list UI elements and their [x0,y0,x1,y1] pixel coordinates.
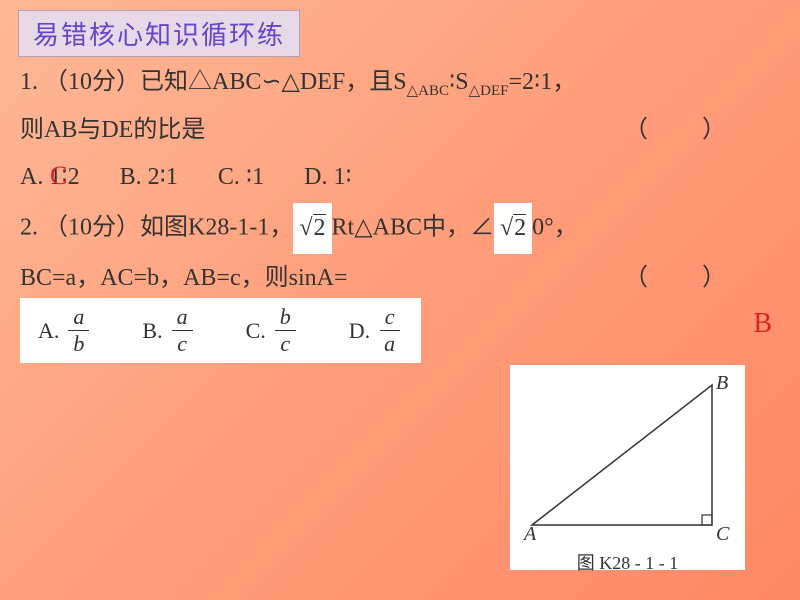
vertex-a-label: A [522,523,537,540]
frac-d: c a [376,306,403,355]
p1-bracket: （ ） [624,108,750,154]
answer-2-text: B [753,308,772,339]
p2-opt-c: C. b c [246,306,299,355]
p1-opt-d: D. 1∶ [304,155,352,201]
header-title: 易错核心知识循环练 [33,21,285,50]
p2-b-label: B. [142,318,162,344]
answer-1-text: C [50,161,67,190]
content-area: 1. （10分）已知△ABC∽△DEF，且S△ABC∶S△DEF=2∶1， 则A… [20,60,780,304]
p1-suffix: =2∶1， [508,69,576,95]
p1-c-pre: C. [218,164,246,190]
sqrt-icon-1: √2 [293,203,331,255]
answer-2: B [753,308,772,340]
frac-a-den: b [68,331,89,355]
p2-opt-d: D. c a [349,306,403,355]
p2-opt-a: A. a b [38,306,92,355]
p1-sub2: △DEF [469,83,509,99]
frac-a-num: a [68,306,89,331]
frac-d-den: a [379,331,400,355]
section-header: 易错核心知识循环练 [18,10,300,57]
p2-bracket: （ ） [624,256,750,302]
frac-a: a b [65,306,92,355]
frac-d-num: c [380,306,400,331]
p2-l1c: 0°， [532,214,578,240]
problem1-line1: 1. （10分）已知△ABC∽△DEF，且S△ABC∶S△DEF=2∶1， [20,60,780,106]
problem1-options: A. 1∶2 B. 2∶1 C. ∶1 D. 1∶ [20,155,780,201]
p2-d-label: D. [349,318,370,344]
p1-sub1: △ABC [407,83,449,99]
frac-c-num: b [275,306,296,331]
p1-l2-text: 则AB与DE的比是 [20,117,205,143]
p2-opt-b: B. a c [142,306,195,355]
figure-box: A B C 图 K28 - 1 - 1 [510,365,745,570]
vertex-b-label: B [716,375,728,394]
p2-a-label: A. [38,318,59,344]
problem1-line2: 则AB与DE的比是 （ ） [20,108,780,154]
frac-c-den: c [275,331,295,355]
p1-mid: ∶S [449,69,469,95]
problem2-line1: 2. （10分）如图K28-1-1，√2Rt△ABC中，∠√20°， [20,203,780,255]
problem2-options-row: A. a b B. a c C. b c D. c a [20,298,421,363]
triangle-diagram: A B C [522,375,732,540]
p2-l1a: 2. （10分）如图K28-1-1， [20,214,293,240]
figure-caption: 图 K28 - 1 - 1 [522,549,733,575]
sqrt-icon-2: √2 [494,203,532,255]
frac-b: a c [169,306,196,355]
frac-c: b c [272,306,299,355]
problem2-line2: BC=a，AC=b，AB=c，则sinA= （ ） [20,256,780,302]
p1-prefix: 1. （10分）已知△ABC∽△DEF，且S [20,69,407,95]
p1-opt-b: B. 2∶1 [120,155,178,201]
p1-opt-c: C. ∶1 [218,155,264,201]
frac-b-den: c [172,331,192,355]
vertex-c-label: C [716,523,730,540]
p2-l1b: Rt△ABC中，∠ [332,214,494,240]
p2-c-label: C. [246,318,266,344]
right-angle-icon [702,515,712,525]
answer-1: C [50,161,67,191]
p2-l2-text: BC=a，AC=b，AB=c，则sinA= [20,265,347,291]
triangle-shape [532,385,712,525]
frac-b-num: a [172,306,193,331]
p1-c-suf: ∶1 [246,164,264,190]
